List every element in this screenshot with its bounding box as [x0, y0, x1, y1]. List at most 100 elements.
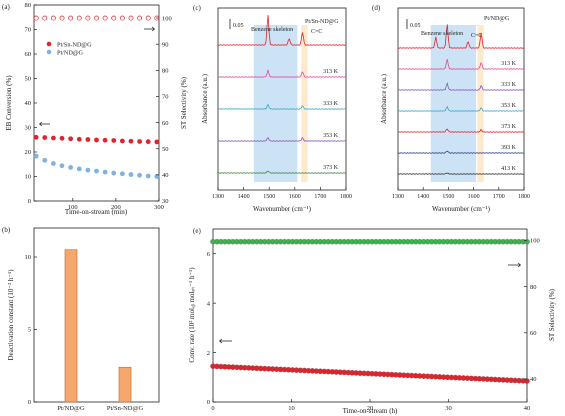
data-point [524, 378, 530, 384]
data-point [137, 139, 143, 144]
panel-c-marks [217, 14, 347, 174]
y2-tick-label: 40 [162, 172, 169, 179]
y-tick-label: 2 [207, 350, 210, 357]
panel-c-scale-label: 0.05 [233, 23, 244, 29]
x-tick-label: 20 [367, 405, 374, 412]
panel-c-xticks: 1300 1400 1500 1600 1700 1800 [212, 187, 352, 200]
panel-e-frame [212, 228, 528, 403]
panel-a-yticks: 0 10 20 30 40 50 60 70 80 [25, 2, 37, 205]
spectrum-label: 353 K [323, 133, 339, 139]
y-tick-label: 10 [25, 174, 32, 181]
data-point [76, 136, 82, 142]
y2-tick-label: 50 [162, 146, 169, 153]
data-point [94, 168, 99, 174]
legend-marker-ptsn [46, 41, 52, 47]
data-point [137, 15, 143, 21]
data-point [128, 138, 134, 144]
y-tick-label: 30 [25, 125, 32, 132]
spectrum-line [397, 82, 525, 91]
y2-tick-label: 40 [530, 376, 537, 383]
data-point [42, 157, 48, 163]
panel-d-band-label-cc: C=C [471, 33, 482, 39]
band-cc [477, 25, 484, 182]
data-point [94, 15, 99, 21]
data-point [145, 139, 151, 145]
bar-Pt/Sn-ND@G [118, 366, 132, 403]
panel-b-xticks: Pt/ND@G Pt/Sn-ND@G [57, 405, 143, 412]
panel-b-ylabel: Deactivation constant (10⁻² h⁻¹) [7, 269, 15, 361]
y2-tick-label: 60 [162, 120, 169, 127]
x-tick-label: 1800 [518, 194, 530, 200]
y-tick-label: 70 [25, 27, 32, 34]
data-point [42, 15, 48, 21]
x-tick-label: 100 [68, 204, 78, 211]
y2-tick-label: 90 [162, 41, 169, 48]
data-point [85, 15, 91, 21]
panel-a-xlabel: Time-on-stream (min) [65, 208, 128, 216]
x-tick-label: 1700 [493, 194, 505, 200]
data-point [59, 15, 65, 21]
x-tick-label: 1500 [442, 194, 454, 200]
bar-Pt/ND@G [64, 249, 78, 403]
y2-tick-label: 80 [162, 68, 169, 75]
data-point [68, 15, 74, 21]
x-tick-label: 1700 [314, 194, 326, 200]
x-tick-label: 1400 [417, 194, 429, 200]
spectrum-label: 313 K [323, 69, 339, 75]
spectrum-line [217, 136, 347, 142]
data-point [119, 138, 125, 144]
spectrum-line [397, 105, 525, 112]
data-point [111, 170, 117, 176]
panel-d-spectrum-labels: 313 K 333 K 353 K 373 K 393 K 413 K [501, 61, 517, 172]
y2-tick-label: 80 [530, 284, 537, 291]
spectrum-label: 313 K [501, 61, 517, 67]
spectrum-line [217, 14, 347, 46]
data-point [145, 173, 151, 179]
data-point [145, 15, 151, 21]
x-tick-label: 1300 [392, 194, 404, 200]
panel-c-spectrum-labels: 313 K 333 K 353 K 373 K [323, 69, 339, 171]
panel-e-y2label: ST Selectivity (%) [548, 288, 556, 341]
panel-b-marks [64, 249, 132, 403]
data-point [154, 139, 160, 145]
panel-d-frame [397, 7, 525, 191]
data-point [102, 15, 108, 21]
panel-c-frame [217, 7, 347, 191]
y-tick-label: 50 [25, 76, 32, 83]
panel-a-marks [33, 15, 160, 179]
panel-d-xlabel: Wavenumber (cm⁻¹) [432, 205, 491, 213]
panel-d-scale-label: 0.05 [410, 23, 421, 29]
panel-c-ylabel: Absorbance (a.u.) [201, 73, 209, 124]
left-axis-arrow [218, 338, 232, 344]
spectrum-line [398, 128, 525, 133]
data-point [102, 137, 108, 143]
spectrum-label: 353 K [501, 103, 517, 109]
data-point [59, 163, 65, 169]
spectrum-line [217, 68, 347, 78]
y2-tick-label: 60 [530, 330, 537, 337]
legend-label-ptsn: Pt/Sn-ND@G [57, 42, 92, 49]
data-point [128, 15, 134, 21]
x-tick-label: 1400 [238, 194, 250, 200]
panel-d-band-label-benzene: Benzene skeleton [421, 31, 463, 37]
y-tick-label: 0 [28, 399, 31, 406]
data-point [42, 135, 48, 140]
panel-a-ylabel: EB Conversion (%) [5, 75, 13, 131]
category-label: Pt/Sn-ND@G [107, 405, 144, 412]
x-tick-label: 1600 [289, 194, 301, 200]
data-point [85, 137, 91, 142]
x-tick-label: 1800 [340, 194, 352, 200]
y-tick-label: 0 [207, 399, 210, 406]
panel-b-yticks: 0 5 10 [25, 254, 37, 406]
spectrum-line [397, 150, 525, 154]
x-tick-label: 1600 [468, 194, 480, 200]
x-tick-label: 200 [111, 204, 121, 211]
panel-b-frame [33, 227, 160, 403]
legend-label-pt: Pt/ND@G [57, 50, 84, 57]
data-point [128, 172, 134, 177]
data-point [50, 15, 56, 21]
y-tick-label: 60 [25, 51, 32, 58]
data-point [33, 15, 39, 21]
panel-c: (c) 313 K 333 K 353 K 373 K 1300 1400 1500 160… [193, 4, 352, 213]
